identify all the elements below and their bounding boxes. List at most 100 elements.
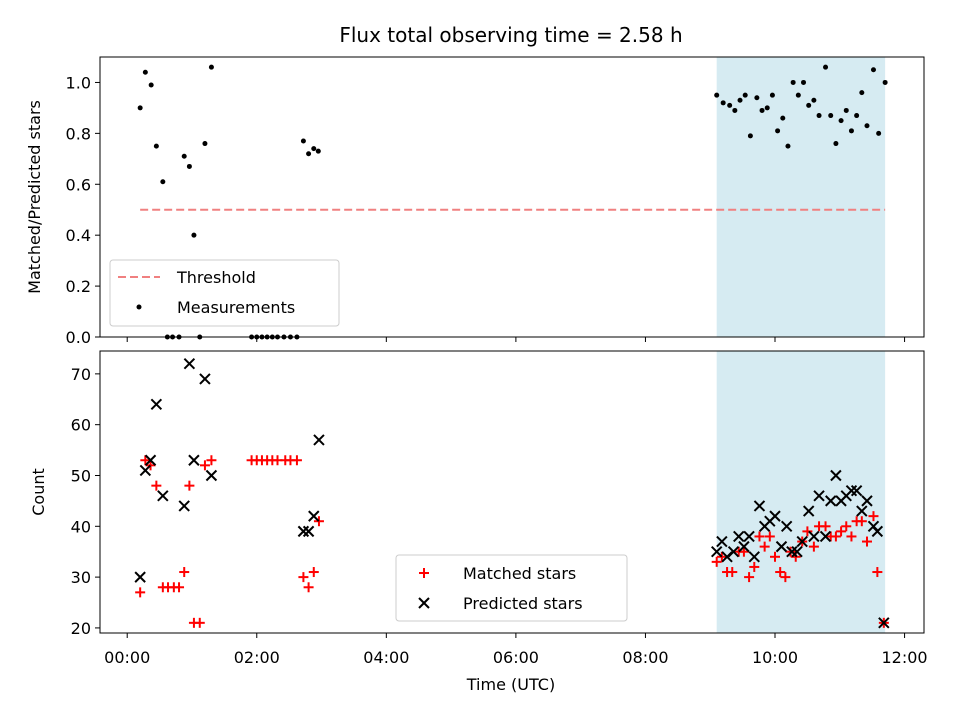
x-stroke — [178, 500, 190, 512]
measurement-point — [315, 148, 321, 154]
matched-star-point — [830, 531, 841, 542]
y-tick-label: 50 — [71, 466, 91, 485]
measurement-point — [311, 146, 317, 152]
measurement-point — [300, 138, 306, 144]
predicted-star-point — [139, 464, 152, 477]
predicted-star-point — [313, 434, 325, 446]
matched-star-point — [291, 455, 302, 466]
predicted-star-point — [808, 530, 820, 543]
predicted-star-point — [302, 525, 315, 538]
measurement-point — [759, 107, 765, 113]
matched-star-point — [868, 511, 879, 522]
x-stroke — [871, 525, 884, 538]
x-stroke — [183, 357, 196, 370]
predicted-star-point — [813, 490, 825, 502]
predicted-star-point — [775, 540, 788, 553]
x-stroke — [748, 551, 760, 563]
matched-star-point — [846, 531, 857, 542]
x-stroke — [302, 525, 315, 538]
x-stroke — [819, 530, 832, 543]
predicted-legend-swatch — [418, 597, 430, 609]
x-stroke — [802, 505, 815, 517]
x-stroke — [144, 454, 157, 466]
threshold-legend-label: Threshold — [176, 268, 256, 287]
x-tick-label: 00:00 — [104, 648, 150, 667]
measurement-point — [882, 79, 888, 85]
predicted-star-point — [144, 454, 157, 466]
x-stroke — [830, 469, 842, 482]
matched-legend-label: Matched stars — [463, 564, 576, 583]
x-stroke — [710, 545, 723, 558]
measurement-point — [747, 133, 753, 139]
matched-star-point — [179, 567, 190, 578]
measurement-point — [769, 92, 775, 98]
predicted-star-point — [183, 357, 196, 370]
predicted-star-point — [830, 469, 842, 482]
predicted-star-point — [748, 551, 760, 563]
matched-star-point — [802, 526, 813, 537]
measurement-point — [202, 141, 208, 147]
measurement-point — [732, 107, 738, 113]
x-stroke — [861, 495, 873, 507]
y-tick-label: 40 — [71, 517, 91, 536]
matched-star-point — [770, 551, 781, 562]
matched-star-point — [199, 460, 210, 471]
measurement-point — [742, 92, 748, 98]
x-stroke — [139, 464, 152, 477]
measurement-point — [181, 153, 187, 159]
measurement-point — [823, 64, 829, 70]
measurement-point — [714, 92, 720, 98]
measurement-point — [306, 151, 312, 157]
matched-star-point — [711, 556, 722, 567]
measurements-legend-label: Measurements — [177, 298, 295, 317]
measurement-point — [137, 105, 143, 111]
x-stroke — [878, 617, 890, 629]
predicted-star-point — [743, 530, 755, 543]
x-axis-label: Time (UTC) — [466, 675, 555, 694]
measurements-legend-swatch — [136, 304, 142, 310]
x-stroke — [796, 535, 808, 548]
measurement-point — [186, 163, 192, 169]
y-tick-label: 0.2 — [66, 277, 91, 296]
x-tick-label: 06:00 — [493, 648, 539, 667]
predicted-star-point — [150, 398, 163, 411]
x-stroke — [199, 373, 211, 385]
predicted-star-point — [819, 530, 832, 543]
measurement-point — [870, 67, 876, 73]
predicted-star-point — [796, 535, 808, 548]
x-stroke — [850, 485, 863, 497]
count-x-axis: 00:00 02:00 04:00 06:00 08:00 10:00 12:00 — [104, 633, 928, 667]
predicted-star-points — [134, 357, 890, 629]
x-tick-label: 10:00 — [752, 648, 798, 667]
predicted-star-point — [861, 495, 873, 507]
matched-star-point — [194, 617, 205, 628]
count-legend: Matched stars Predicted stars — [395, 554, 628, 622]
matched-star-point — [754, 531, 765, 542]
x-stroke — [205, 469, 218, 482]
x-tick-label: 12:00 — [882, 648, 928, 667]
x-stroke — [308, 510, 320, 522]
measurement-point — [148, 82, 154, 88]
matched-star-point — [836, 526, 847, 537]
measurement-point — [785, 143, 791, 149]
x-stroke — [808, 530, 820, 543]
x-stroke — [188, 454, 200, 466]
measurement-point — [859, 90, 865, 96]
predicted-star-point — [780, 520, 793, 533]
x-stroke — [825, 495, 837, 507]
matched-star-point — [140, 455, 151, 466]
measurement-points — [137, 64, 888, 340]
predicted-star-point — [157, 490, 169, 502]
y-tick-label: 0.8 — [66, 124, 91, 143]
measurement-point — [790, 79, 796, 85]
matched-star-point — [206, 455, 217, 466]
predicted-star-point — [710, 545, 723, 558]
x-stroke — [775, 540, 788, 553]
x-stroke — [418, 597, 430, 609]
measurement-point — [811, 97, 817, 103]
ratio-panel: 0.0 0.2 0.4 0.6 0.8 1.0 Flux total observing … — [25, 23, 925, 347]
predicted-star-point — [188, 454, 200, 466]
matched-star-points — [135, 455, 889, 628]
x-stroke — [157, 490, 169, 502]
ratio-plot-frame — [99, 56, 925, 338]
